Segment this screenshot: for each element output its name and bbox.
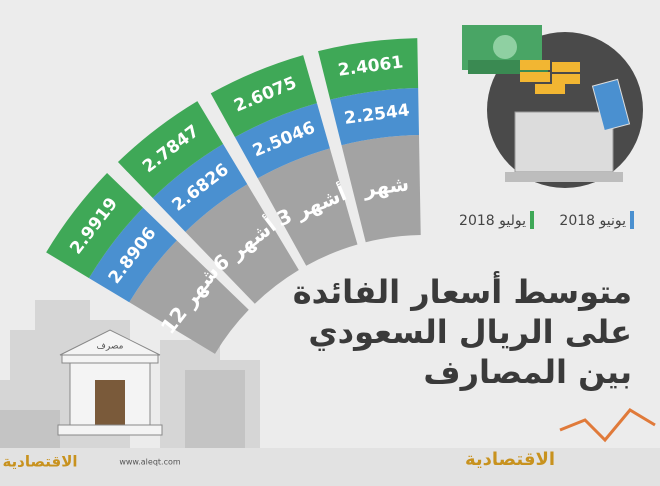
skyline-dark: [0, 370, 245, 450]
july-band: [46, 172, 144, 279]
title-line: متوسط أسعار الفائدة: [293, 271, 632, 311]
june-band: [152, 143, 248, 232]
legend-swatch: [530, 211, 534, 229]
footer-url: www.aleqt.com: [119, 458, 181, 467]
june-band: [88, 207, 177, 303]
legend: يونيو 2018 يوليو 2018: [459, 211, 634, 229]
title-line: بين المصارف: [423, 353, 632, 391]
title: متوسط أسعار الفائدة على الريال السعودي ب…: [293, 271, 632, 391]
period-label: شهر: [361, 171, 410, 201]
july-band: [117, 101, 224, 199]
july-band: [210, 55, 317, 138]
period-band: [341, 135, 421, 243]
period-band: [129, 240, 249, 354]
decor-line: [559, 408, 656, 443]
footer-logo: الاقتصادية: [465, 449, 555, 470]
footer-logo: الاقتصادية: [2, 453, 77, 471]
period-band: [185, 184, 299, 304]
july-band: [318, 38, 419, 100]
bank: مصرف: [57, 329, 163, 436]
legend-swatch: [630, 211, 634, 229]
bank-label: مصرف: [97, 342, 124, 352]
legend-label: يونيو 2018: [559, 213, 626, 229]
legend-label: يوليو 2018: [459, 213, 526, 229]
title-line: على الريال السعودي: [308, 313, 632, 351]
period-band: [257, 148, 358, 266]
june-band: [234, 103, 330, 179]
june-band: [330, 88, 419, 146]
illustration: [462, 25, 643, 188]
ground: [0, 448, 660, 486]
